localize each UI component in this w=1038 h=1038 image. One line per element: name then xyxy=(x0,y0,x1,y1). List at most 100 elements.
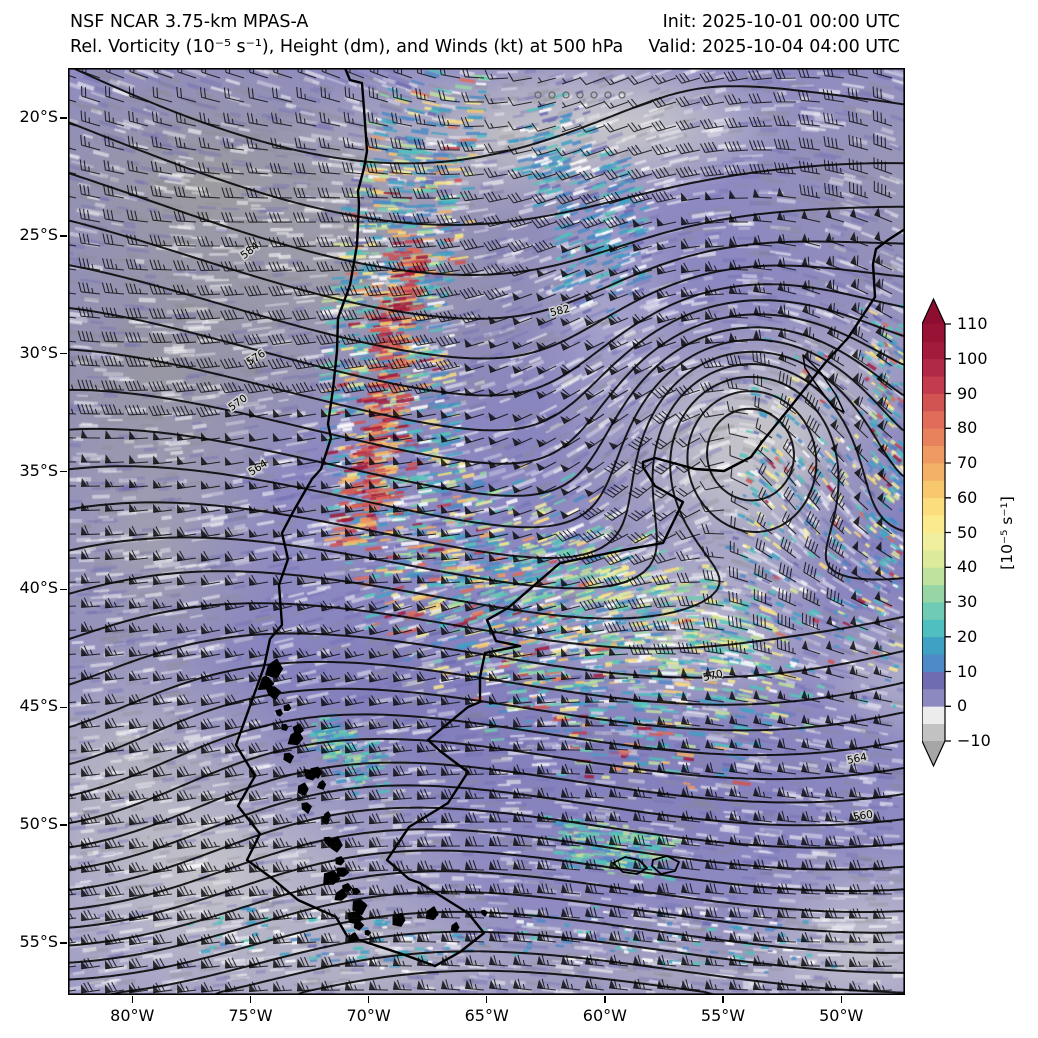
contour-label-570: 570 xyxy=(226,392,249,413)
colorbar-tick-label: 50 xyxy=(957,522,978,542)
y-axis-tick xyxy=(60,706,67,708)
calm-wind-circle xyxy=(618,91,626,99)
time-block: Init: 2025-10-01 00:00 UTC Valid: 2025-1… xyxy=(648,10,900,60)
y-tick-label: 20°S xyxy=(19,106,58,126)
colorbar-tick-label: 30 xyxy=(957,592,978,611)
y-tick-label: 45°S xyxy=(19,696,58,716)
x-tick-label: 60°W xyxy=(582,1006,627,1025)
x-tick-label: 55°W xyxy=(700,1006,746,1025)
coastline-path xyxy=(234,68,905,968)
colorbar xyxy=(922,298,951,768)
field-subtitle: Rel. Vorticity (10⁻⁵ s⁻¹), Height (dm), … xyxy=(70,37,624,57)
colorbar-segment xyxy=(922,358,945,377)
contour-label-564: 564 xyxy=(846,751,868,767)
wind-barbs xyxy=(68,68,893,994)
y-axis-tick xyxy=(60,588,67,591)
colorbar-tick-label: 10 xyxy=(957,661,978,681)
y-axis-tick xyxy=(60,824,67,826)
colorbar-tick-label: 80 xyxy=(957,418,978,438)
coastline-path xyxy=(612,856,648,875)
plot-border xyxy=(68,68,905,995)
y-tick-label: 50°S xyxy=(19,814,58,834)
contour-label-582: 582 xyxy=(549,303,571,319)
colorbar-under-arrow xyxy=(922,741,945,766)
contour-label-584: 584 xyxy=(238,240,261,262)
x-tick-label: 75°W xyxy=(228,1006,273,1025)
colorbar-segment xyxy=(922,480,945,499)
map-plot-area: 584 582 576 570 564 570 564 560 xyxy=(68,68,905,995)
colorbar-segment xyxy=(922,341,945,360)
x-axis-tick xyxy=(604,996,606,1003)
colorbar-ticks xyxy=(945,323,951,742)
colorbar-segment xyxy=(922,688,945,707)
colorbar-tick-label: 90 xyxy=(957,383,978,403)
x-axis-tick xyxy=(131,996,133,1003)
x-axis-tick xyxy=(367,996,370,1003)
valid-time: Valid: 2025-10-04 04:00 UTC xyxy=(648,37,900,57)
x-axis-tick xyxy=(840,996,842,1003)
calm-wind-circle xyxy=(590,91,598,99)
title-block: NSF NCAR 3.75-km MPAS-A Rel. Vorticity (… xyxy=(70,10,623,60)
calm-wind-circle xyxy=(534,91,542,99)
colorbar-segment xyxy=(922,463,945,481)
model-title: NSF NCAR 3.75-km MPAS-A xyxy=(70,12,309,32)
colorbar-segment xyxy=(922,723,945,742)
colorbar-segment xyxy=(922,654,945,672)
y-axis-tick xyxy=(60,353,67,355)
init-time: Init: 2025-10-01 00:00 UTC xyxy=(662,12,900,32)
x-tick-label: 50°W xyxy=(819,1006,864,1025)
x-axis-tick xyxy=(722,996,724,1003)
y-tick-label: 55°S xyxy=(19,931,58,951)
calm-wind-circle xyxy=(548,91,556,99)
colorbar-segment xyxy=(922,515,945,533)
y-axis-tick xyxy=(60,942,67,944)
y-tick-label: 40°S xyxy=(19,578,58,598)
colorbar-tick-label: 0 xyxy=(957,696,968,716)
y-axis-tick xyxy=(60,470,67,473)
colorbar-tick-label: 70 xyxy=(957,453,978,472)
colorbar-segment xyxy=(922,584,945,603)
colorbar-tick-label: 40 xyxy=(957,557,978,577)
colorbar-segment xyxy=(922,428,945,447)
y-tick-label: 35°S xyxy=(19,460,58,480)
colorbar-segment xyxy=(922,636,945,655)
colorbar-tick-label: −10 xyxy=(957,731,991,750)
colorbar-tick-label: 20 xyxy=(957,626,978,646)
colorbar-segment xyxy=(922,410,945,429)
colorbar-segment xyxy=(922,549,945,568)
colorbar-segment xyxy=(922,393,945,412)
coastline-path xyxy=(651,855,680,875)
wind-barb-shafts xyxy=(68,68,893,994)
calm-wind-circle xyxy=(562,91,570,99)
colorbar-segment xyxy=(922,619,945,638)
y-tick-label: 25°S xyxy=(19,224,58,244)
y-axis-tick xyxy=(60,235,67,237)
colorbar-segment xyxy=(922,602,945,620)
y-axis-tick xyxy=(60,117,67,119)
colorbar-segment xyxy=(922,567,945,586)
colorbar-tick-label: 60 xyxy=(957,487,978,507)
colorbar-segment xyxy=(922,706,945,725)
colorbar-over-arrow xyxy=(922,299,945,324)
height-contour-lines xyxy=(68,68,905,995)
x-tick-label: 80°W xyxy=(110,1006,155,1025)
colorbar-segment xyxy=(922,324,945,342)
colorbar-segment xyxy=(922,671,945,690)
colorbar-segment xyxy=(922,497,945,516)
colorbar-unit-label: [10⁻⁵ s⁻¹] xyxy=(998,496,1016,570)
x-tick-label: 70°W xyxy=(346,1006,391,1025)
wind-barb-pennants xyxy=(80,187,885,993)
colorbar-segment xyxy=(922,532,945,551)
x-axis-tick xyxy=(249,996,252,1003)
height-contours xyxy=(68,68,905,995)
colorbar-tick-label: 100 xyxy=(957,348,988,368)
calm-wind-circle xyxy=(576,91,584,99)
coastlines xyxy=(234,68,905,968)
colorbar-tick-label: 110 xyxy=(957,314,988,333)
colorbar-segment xyxy=(922,445,945,464)
x-tick-label: 65°W xyxy=(464,1006,509,1025)
x-axis-tick xyxy=(486,996,488,1003)
y-tick-label: 30°S xyxy=(19,342,58,362)
